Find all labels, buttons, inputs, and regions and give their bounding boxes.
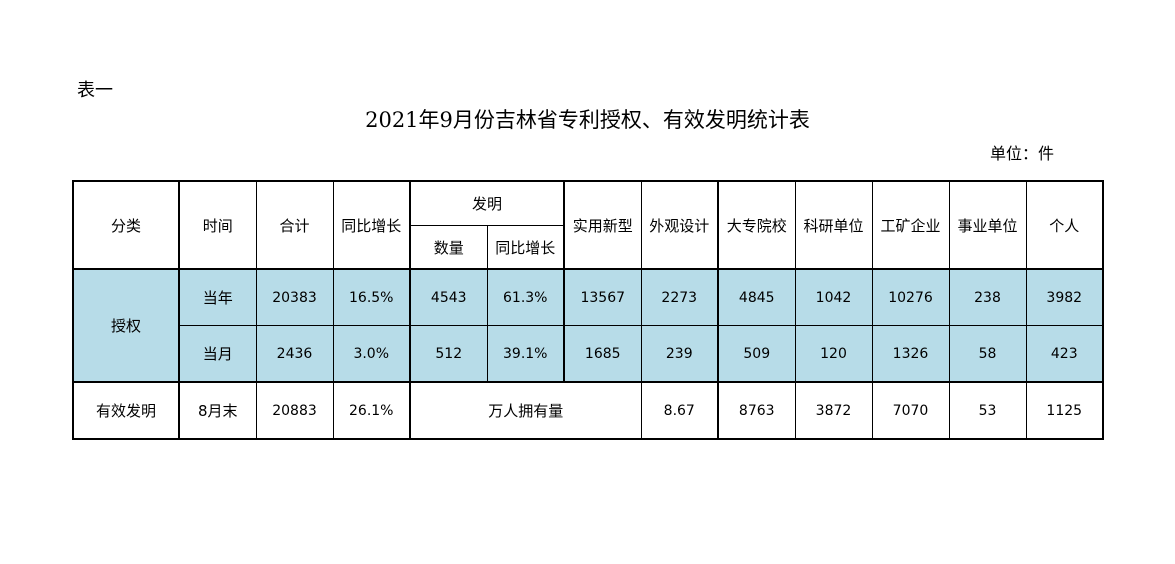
unit-label: 单位：件	[990, 144, 1055, 163]
public-institutions-cell: 53	[948, 381, 1027, 440]
statistics-table: 分类 时间 合计 同比增长 发明 实用新型 外观设计 大专院校 科研单位 工矿企…	[72, 180, 1104, 440]
header-category: 分类	[72, 180, 180, 270]
table-row: 授权 当年 20383 16.5% 4543 61.3% 13567 2273 …	[72, 268, 1104, 383]
design-cell: 239	[640, 325, 719, 383]
invention-yoy-cell: 39.1%	[486, 325, 565, 383]
public-institutions-cell: 58	[948, 325, 1027, 383]
header-yoy: 同比增长	[332, 180, 411, 270]
public-institutions-cell: 238	[948, 268, 1027, 326]
header-row: 分类 时间 合计 同比增长 发明 实用新型 外观设计 大专院校 科研单位 工矿企…	[72, 180, 1104, 270]
header-total: 合计	[255, 180, 334, 270]
header-time: 时间	[178, 180, 257, 270]
industrial-enterprises-cell: 10276	[871, 268, 950, 326]
invention-count-cell: 4543	[409, 268, 488, 326]
header-invention: 发明	[409, 180, 565, 226]
invention-count-cell: 512	[409, 325, 488, 383]
universities-cell: 509	[717, 325, 796, 383]
header-public-institutions: 事业单位	[948, 180, 1027, 270]
header-universities: 大专院校	[717, 180, 796, 270]
individuals-cell: 1125	[1025, 381, 1104, 440]
header-invention-count: 数量	[409, 225, 488, 270]
yoy-cell: 26.1%	[332, 381, 411, 440]
total-cell: 20383	[255, 268, 334, 326]
universities-cell: 4845	[717, 268, 796, 326]
header-individuals: 个人	[1025, 180, 1104, 270]
individuals-cell: 423	[1025, 325, 1104, 383]
header-subrow: 数量 同比增长	[73, 225, 1103, 270]
industrial-enterprises-cell: 1326	[871, 325, 950, 383]
research-units-cell: 3872	[794, 381, 873, 440]
individuals-cell: 3982	[1025, 268, 1104, 326]
header-utility-model: 实用新型	[563, 180, 642, 270]
research-units-cell: 120	[794, 325, 873, 383]
invention-yoy-cell: 61.3%	[486, 268, 565, 326]
page-title: 2021年9月份吉林省专利授权、有效发明统计表	[365, 108, 810, 132]
authorization-label: 授权	[72, 268, 180, 383]
research-units-cell: 1042	[794, 268, 873, 326]
period-cell: 当月	[178, 325, 257, 383]
table-number: 表一	[77, 80, 113, 101]
total-cell: 2436	[255, 325, 334, 383]
table-row: 当月 2436 3.0% 512 39.1% 1685 239 509 120 …	[73, 325, 1104, 383]
yoy-cell: 16.5%	[332, 268, 411, 326]
universities-cell: 8763	[717, 381, 796, 440]
industrial-enterprises-cell: 7070	[871, 381, 950, 440]
total-cell: 20883	[255, 381, 334, 440]
utility-model-cell: 1685	[563, 325, 642, 383]
header-research-units: 科研单位	[794, 180, 873, 270]
header-design: 外观设计	[640, 180, 719, 270]
table-row: 有效发明 8月末 20883 26.1% 万人拥有量 8.67 8763 387…	[72, 381, 1104, 440]
per-10k-value: 8.67	[640, 381, 719, 440]
yoy-cell: 3.0%	[332, 325, 411, 383]
design-cell: 2273	[640, 268, 719, 326]
period-cell: 8月末	[178, 381, 257, 440]
header-invention-yoy: 同比增长	[486, 225, 565, 270]
valid-invention-label: 有效发明	[72, 381, 180, 440]
period-cell: 当年	[178, 268, 257, 326]
header-industrial-enterprises: 工矿企业	[871, 180, 950, 270]
utility-model-cell: 13567	[563, 268, 642, 326]
per-10k-label: 万人拥有量	[409, 381, 642, 440]
